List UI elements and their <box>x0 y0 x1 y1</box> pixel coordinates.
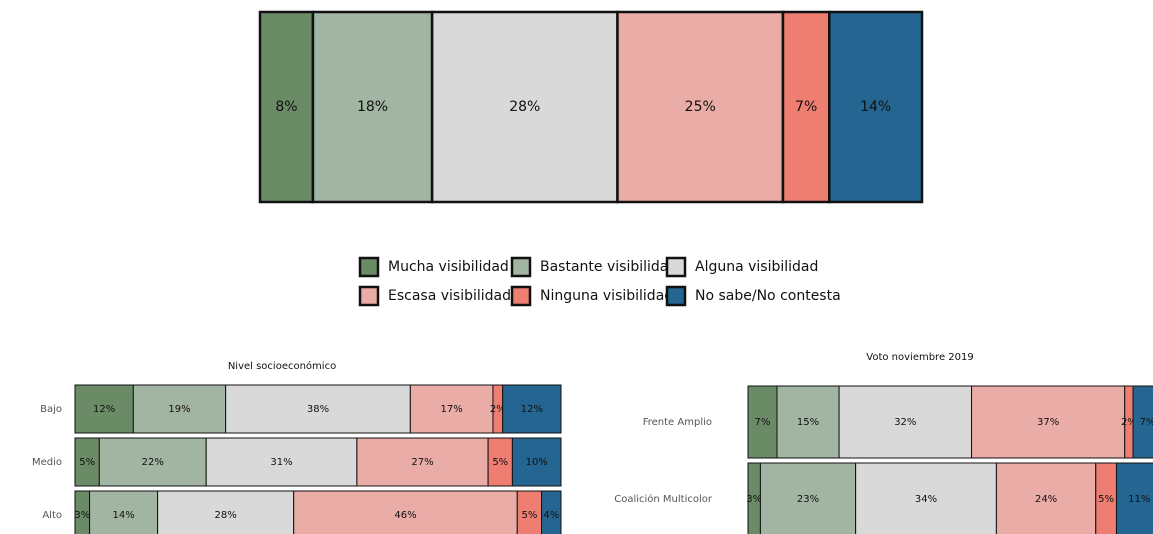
bar-segment <box>409 384 494 434</box>
bar-segment <box>98 437 207 487</box>
bar-segment <box>1132 385 1153 459</box>
value-label: 15% <box>797 417 819 428</box>
bar-segment <box>311 10 434 204</box>
bar-segment <box>89 490 159 534</box>
value-label: 28% <box>509 99 540 115</box>
value-label: 3% <box>746 494 762 505</box>
bar-segment <box>356 437 489 487</box>
bar-segment <box>971 385 1126 459</box>
bar-segment <box>776 385 840 459</box>
category-label: Medio <box>32 457 62 468</box>
category-label: Alto <box>42 510 62 521</box>
value-label: 27% <box>411 457 433 468</box>
value-label: 2% <box>490 404 506 415</box>
bar-segment <box>1115 462 1153 534</box>
category-label: Coalición Multicolor <box>614 493 713 505</box>
value-label: 22% <box>142 457 164 468</box>
value-label: 7% <box>795 99 817 115</box>
legend-swatch <box>358 256 380 278</box>
bar-segment <box>616 10 785 204</box>
value-label: 7% <box>755 417 771 428</box>
value-label: 14% <box>112 510 134 521</box>
value-label: 12% <box>93 404 115 415</box>
legend-label: Ninguna visibilidad <box>540 288 673 304</box>
category-label: Frente Amplio <box>643 417 712 428</box>
bar-segment <box>157 490 295 534</box>
bar-segment <box>502 384 562 434</box>
legend-label: Mucha visibilidad <box>388 259 509 275</box>
value-label: 5% <box>79 457 95 468</box>
bar-segment <box>132 384 227 434</box>
value-label: 10% <box>526 457 548 468</box>
bar-segment <box>205 437 358 487</box>
value-label: 46% <box>394 510 416 521</box>
value-label: 12% <box>521 404 543 415</box>
legend-swatch <box>665 285 687 307</box>
value-label: 4% <box>543 510 559 521</box>
value-label: 3% <box>74 510 90 521</box>
bar-segment <box>828 10 924 204</box>
value-label: 5% <box>1098 494 1114 505</box>
bar-segment <box>225 384 411 434</box>
value-label: 24% <box>1035 494 1057 505</box>
legend-swatch <box>358 285 380 307</box>
value-label: 28% <box>215 510 237 521</box>
bar-segment <box>541 490 562 534</box>
bar-segment <box>430 10 619 204</box>
bar-segment <box>511 437 562 487</box>
bar-segment <box>487 437 513 487</box>
value-label: 11% <box>1128 494 1150 505</box>
value-label: 38% <box>307 404 329 415</box>
value-label: 25% <box>685 99 716 115</box>
value-label: 8% <box>275 99 297 115</box>
chart-title: Nivel socioeconómico <box>228 360 336 372</box>
bar-segment <box>759 462 857 534</box>
legend-label: Escasa visibilidad <box>388 288 511 304</box>
legend-swatch <box>510 285 532 307</box>
legend-swatch <box>510 256 532 278</box>
value-label: 19% <box>168 404 190 415</box>
bar-segment <box>293 490 518 534</box>
category-label: Bajo <box>40 404 62 415</box>
bar-segment <box>516 490 543 534</box>
value-label: 18% <box>357 99 388 115</box>
bar-segment <box>995 462 1097 534</box>
chart-title: Voto noviembre 2019 <box>866 352 973 363</box>
bar-segment <box>838 385 973 459</box>
legend-swatch <box>665 256 687 278</box>
bar-segment <box>74 437 100 487</box>
value-label: 31% <box>270 457 292 468</box>
value-label: 7% <box>1140 417 1153 428</box>
legend-label: Alguna visibilidad <box>695 259 818 275</box>
value-label: 34% <box>915 494 937 505</box>
bar-segment <box>74 384 134 434</box>
value-label: 5% <box>521 510 537 521</box>
legend-label: Bastante visibilidad <box>540 259 677 275</box>
bar-segment <box>258 10 315 204</box>
legend-label: No sabe/No contesta <box>695 288 841 304</box>
bar-segment <box>781 10 831 204</box>
value-label: 37% <box>1037 417 1059 428</box>
value-label: 5% <box>492 457 508 468</box>
value-label: 17% <box>441 404 463 415</box>
value-label: 2% <box>1121 417 1137 428</box>
value-label: 32% <box>894 417 916 428</box>
value-label: 23% <box>797 494 819 505</box>
value-label: 14% <box>860 99 891 115</box>
